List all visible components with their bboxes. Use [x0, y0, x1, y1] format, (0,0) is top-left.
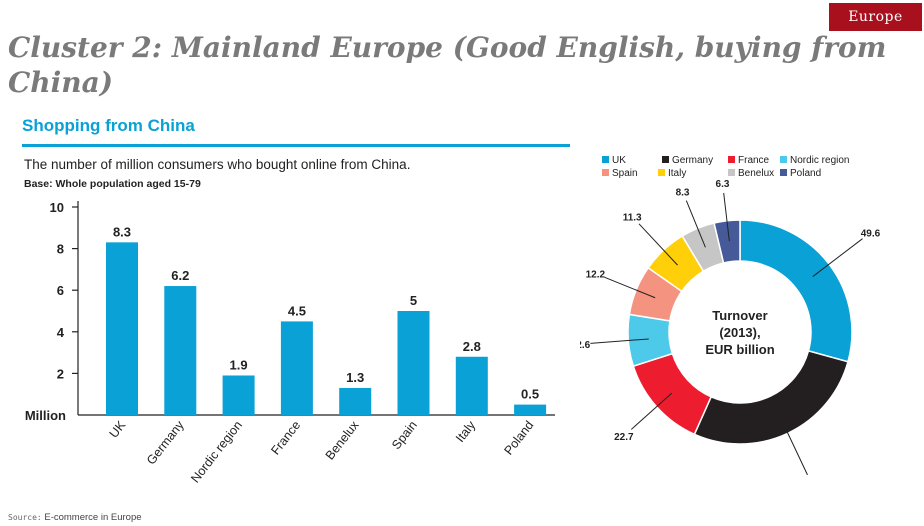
bar	[397, 311, 430, 415]
legend-swatch	[602, 169, 609, 176]
x-category-label: Poland	[501, 418, 536, 457]
legend-swatch	[728, 156, 735, 163]
donut-center-label: (2013),	[719, 325, 760, 340]
legend-swatch	[602, 156, 609, 163]
bar-value-label: 1.9	[230, 357, 248, 372]
bar-value-label: 5	[410, 293, 417, 308]
bar	[455, 356, 488, 415]
donut-slice	[632, 352, 713, 436]
legend-label: France	[738, 155, 770, 166]
legend-label: Nordic region	[790, 155, 849, 166]
bar	[222, 375, 255, 415]
donut-slice	[739, 219, 853, 363]
source-text: E-commerce in Europe	[41, 512, 142, 523]
bar	[280, 321, 313, 415]
section-title: Shopping from China	[22, 116, 195, 135]
x-category-label: Spain	[389, 418, 420, 452]
bar	[106, 242, 138, 415]
x-category-label: Nordic region	[188, 418, 245, 485]
donut-chart: UK Germany France Nordic region Spain Italy Be…	[580, 155, 881, 480]
donut-slice	[693, 349, 849, 445]
slice-value-label: 49.6	[861, 229, 881, 240]
leader-line	[723, 192, 730, 242]
slice-value-label: 11.3	[623, 213, 642, 224]
section-divider	[22, 144, 570, 147]
y-tick-label: 4	[57, 325, 65, 340]
leader-line	[604, 276, 656, 299]
bar-value-label: 4.5	[288, 303, 306, 318]
y-tick-label: 8	[57, 242, 64, 257]
y-tick-label: 6	[57, 283, 64, 298]
leader-line	[638, 223, 678, 266]
slice-value-label: 12.2	[586, 270, 606, 281]
x-category-label: Germany	[144, 418, 187, 468]
bar-value-label: 8.3	[113, 224, 131, 239]
chart-subtitle: The number of million consumers who boug…	[24, 157, 411, 172]
legend-swatch	[728, 169, 735, 176]
leader-line	[630, 392, 673, 430]
x-category-label: Italy	[453, 418, 479, 445]
bar-value-label: 1.3	[346, 370, 364, 385]
x-category-label: France	[268, 418, 303, 457]
leader-line	[812, 238, 863, 277]
donut-center-label: Turnover	[712, 308, 767, 323]
legend-swatch	[662, 156, 669, 163]
legend-label: Italy	[668, 168, 686, 179]
leader-line	[685, 200, 706, 248]
legend-label: Germany	[672, 155, 713, 166]
slice-value-label: 12.6	[580, 340, 591, 351]
x-category-label: UK	[107, 418, 129, 441]
donut-center-label: EUR billion	[705, 342, 774, 357]
y-axis-label: Million	[25, 408, 66, 423]
bar	[514, 404, 547, 415]
chart-base-note: Base: Whole population aged 15-79	[24, 178, 201, 190]
bar	[164, 286, 197, 415]
legend-label: Spain	[612, 168, 638, 179]
y-tick-label: 10	[50, 200, 64, 215]
region-tag: Europe	[829, 3, 922, 31]
bar-value-label: 6.2	[171, 268, 189, 283]
x-category-label: Benelux	[323, 418, 362, 463]
slice-value-label: 6.3	[716, 179, 730, 190]
bar-value-label: 2.8	[463, 339, 481, 354]
legend-swatch	[658, 169, 665, 176]
legend-swatch	[780, 156, 787, 163]
bar-chart: 2 4 6 8 10 Million 8.3 UK 6.2 Germany 1.9 Nordic re…	[25, 200, 555, 485]
legend-swatch	[780, 169, 787, 176]
slice-value-label: 22.7	[614, 432, 634, 443]
bar	[339, 387, 372, 415]
leader-line	[590, 338, 649, 344]
legend-label: UK	[612, 155, 626, 166]
legend-label: Benelux	[738, 168, 774, 179]
source-label: Source:	[8, 513, 42, 522]
leader-line	[778, 414, 808, 476]
donut-slice	[713, 219, 741, 264]
slice-value-label: 8.3	[676, 187, 690, 198]
bar-value-label: 0.5	[521, 387, 539, 402]
y-tick-label: 2	[57, 366, 64, 381]
source-note: Source: E-commerce in Europe	[8, 512, 142, 523]
slide-title: Cluster 2: Mainland Europe (Good English…	[8, 31, 887, 99]
legend-label: Poland	[790, 168, 821, 179]
